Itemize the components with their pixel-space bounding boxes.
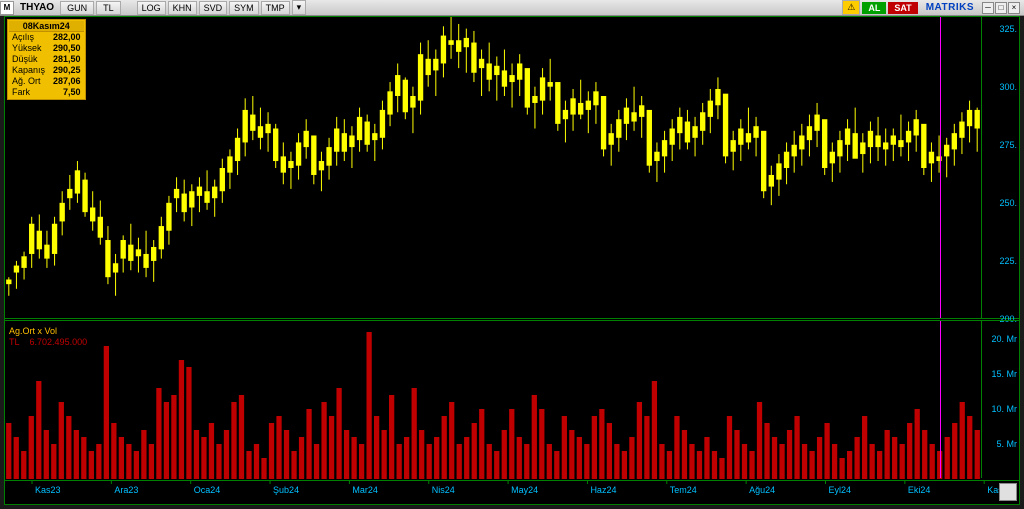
alert-icon[interactable]: ⚠: [842, 0, 860, 15]
window-controls: ─ □ ×: [982, 2, 1020, 14]
toolbar-button-svd[interactable]: SVD: [199, 1, 228, 15]
info-row: Düşük281,50: [9, 54, 84, 65]
svg-text:Tem24: Tem24: [670, 485, 697, 495]
toolbar: M THYAO GUN TL LOG KHN SVD SYM TMP ▾ ⚠ A…: [0, 0, 1024, 16]
brand-label: MATRIKS: [920, 2, 980, 13]
info-row: Açılış282,00: [9, 32, 84, 43]
svg-text:Ara23: Ara23: [114, 485, 138, 495]
vol-y-tick-label: 20. Mr: [991, 334, 1017, 344]
cursor-line: [940, 17, 941, 318]
time-axis: Kas23 Ara23 Oca24 Şub24 Mar24 Nis24 May24 Haz24…: [5, 480, 1019, 504]
period-button-gun[interactable]: GUN: [60, 1, 94, 15]
svg-text:Kas23: Kas23: [35, 485, 61, 495]
buy-button[interactable]: AL: [862, 2, 886, 14]
vol-y-tick-label: 5. Mr: [996, 439, 1017, 449]
svg-text:Eki24: Eki24: [908, 485, 931, 495]
minimize-icon[interactable]: ─: [982, 2, 994, 14]
info-date: 08Kasım24: [9, 21, 84, 32]
scale-button-log[interactable]: LOG: [137, 1, 166, 15]
info-row: Ağ. Ort287,06: [9, 76, 84, 87]
ohlc-info-box: 08Kasım24 Açılış282,00Yüksek290,50Düşük2…: [7, 19, 86, 100]
price-y-axis: 200.225.250.275.300.325.: [981, 17, 1019, 318]
vol-y-tick-label: 10. Mr: [991, 404, 1017, 414]
y-tick-label: 225.: [999, 256, 1017, 266]
vol-y-tick-label: 15. Mr: [991, 369, 1017, 379]
svg-text:Şub24: Şub24: [273, 485, 299, 495]
maximize-icon[interactable]: □: [995, 2, 1007, 14]
scroll-corner-icon[interactable]: [999, 483, 1017, 501]
volume-bars: [5, 321, 981, 479]
app-icon: M: [0, 1, 14, 15]
svg-text:Oca24: Oca24: [194, 485, 221, 495]
y-tick-label: 250.: [999, 198, 1017, 208]
svg-text:Haz24: Haz24: [590, 485, 616, 495]
candlestick-chart: [5, 17, 981, 319]
svg-text:May24: May24: [511, 485, 538, 495]
volume-pane[interactable]: Ag.Ort x Vol TL 6.702.495.000 5. Mr 10. M…: [5, 320, 1019, 478]
cursor-line-vol: [940, 321, 941, 478]
info-row: Fark7,50: [9, 87, 84, 98]
currency-button-tl[interactable]: TL: [96, 1, 121, 15]
svg-text:Nis24: Nis24: [432, 485, 455, 495]
y-tick-label: 300.: [999, 82, 1017, 92]
price-pane[interactable]: 08Kasım24 Açılış282,00Yüksek290,50Düşük2…: [5, 17, 1019, 319]
svg-text:Ağu24: Ağu24: [749, 485, 775, 495]
chart-area: 08Kasım24 Açılış282,00Yüksek290,50Düşük2…: [4, 16, 1020, 505]
dropdown-icon[interactable]: ▾: [292, 0, 307, 15]
sell-button[interactable]: SAT: [888, 2, 917, 14]
volume-value-label: TL 6.702.495.000: [9, 337, 87, 347]
toolbar-button-khn[interactable]: KHN: [168, 1, 197, 15]
info-row: Kapanış290,25: [9, 65, 84, 76]
toolbar-button-sym[interactable]: SYM: [229, 1, 259, 15]
toolbar-button-tmp[interactable]: TMP: [261, 1, 290, 15]
svg-text:Mar24: Mar24: [352, 485, 378, 495]
volume-y-axis: 5. Mr 10. Mr 15. Mr 20. Mr: [981, 321, 1019, 478]
svg-text:Eyl24: Eyl24: [828, 485, 851, 495]
close-icon[interactable]: ×: [1008, 2, 1020, 14]
ticker-symbol[interactable]: THYAO: [16, 2, 58, 13]
volume-label: Ag.Ort x Vol: [9, 326, 57, 336]
y-tick-label: 325.: [999, 24, 1017, 34]
y-tick-label: 275.: [999, 140, 1017, 150]
info-row: Yüksek290,50: [9, 43, 84, 54]
